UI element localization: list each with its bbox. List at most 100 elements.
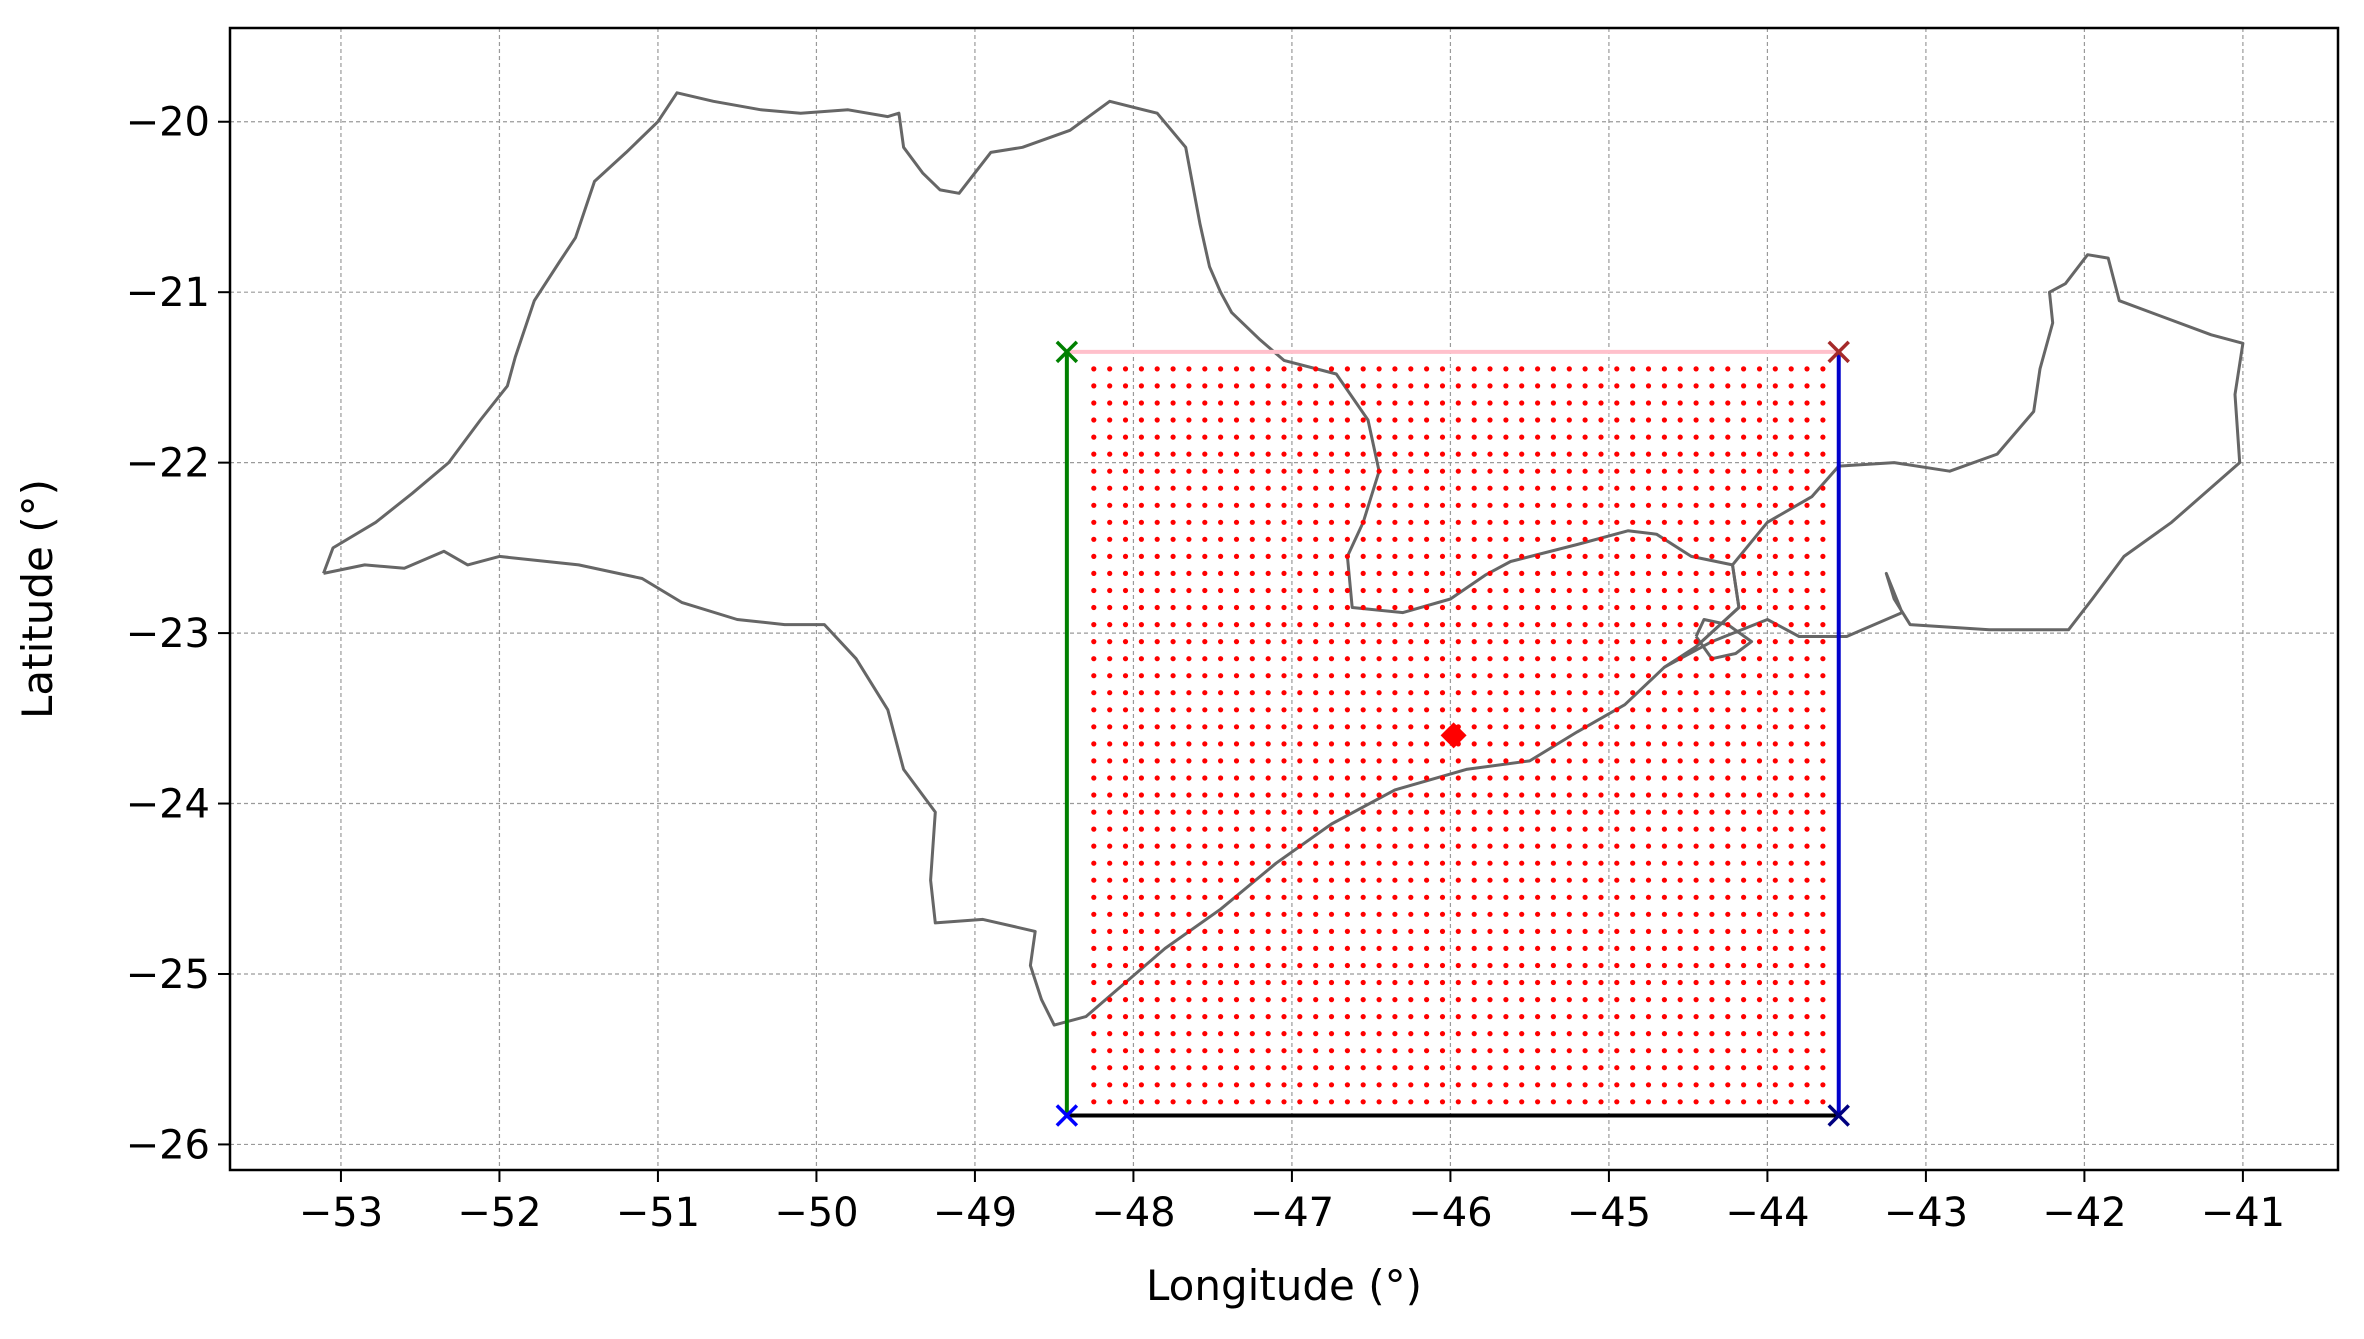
grid-point [1328,468,1335,474]
grid-point [1519,553,1525,560]
grid-point [1154,894,1160,900]
grid-point [1122,366,1129,372]
grid-point [1313,945,1319,952]
grid-point [1281,945,1287,952]
grid-point [1233,400,1240,406]
grid-point [1582,826,1588,832]
grid-point [1424,656,1430,662]
grid-point [1328,945,1335,952]
grid-point [1661,826,1667,832]
grid-point [1122,860,1129,866]
grid-point [1122,979,1129,986]
grid-point [1424,843,1430,849]
grid-point [1360,1014,1366,1020]
grid-point [1535,877,1541,883]
grid-point [1535,656,1541,662]
grid-point [1439,843,1446,849]
grid-point [1677,434,1683,440]
grid-point [1154,775,1160,781]
grid-point [1772,468,1778,474]
grid-point [1408,945,1414,952]
grid-point [1170,792,1176,798]
grid-point [1709,400,1715,406]
grid-point [1550,979,1556,986]
grid-point [1772,604,1778,611]
grid-point [1709,383,1715,389]
grid-point [1741,656,1747,662]
grid-point [1408,724,1414,730]
grid-point [1313,519,1319,525]
grid-point [1122,741,1129,747]
grid-point [1376,400,1382,406]
grid-point [1313,570,1319,577]
grid-point [1439,1031,1446,1037]
grid-point [1186,656,1192,662]
grid-point [1186,383,1192,389]
grid-point [1170,502,1176,508]
grid-point [1297,485,1303,491]
grid-point [1614,707,1620,713]
grid-point [1265,604,1271,611]
grid-point [1756,502,1763,508]
grid-point [1265,553,1271,560]
grid-point [1535,1014,1541,1020]
grid-point [1344,656,1350,662]
grid-point [1424,570,1430,577]
grid-point [1218,553,1224,560]
grid-point [1249,962,1255,969]
grid-point [1218,911,1224,917]
grid-point [1424,519,1430,525]
boundary-outline [1662,253,2245,669]
grid-point [1233,877,1240,883]
grid-point [1693,826,1699,832]
grid-point [1218,1031,1224,1037]
grid-point [1820,894,1826,900]
grid-point [1297,1031,1303,1037]
grid-point [1566,860,1572,866]
grid-point [1566,690,1572,696]
grid-point [1281,1065,1287,1071]
grid-point [1265,1082,1271,1088]
grid-point [1138,843,1144,849]
grid-point [1614,536,1620,542]
grid-point [1535,860,1541,866]
grid-point [1265,570,1271,577]
grid-point [1598,860,1604,866]
grid-point [1455,417,1461,423]
grid-point [1233,536,1240,542]
grid-point [1392,519,1398,525]
grid-point [1091,928,1097,935]
grid-point [1519,587,1525,594]
grid-point [1725,758,1731,764]
grid-point [1297,724,1303,730]
grid-point [1107,570,1113,577]
grid-point [1550,997,1556,1003]
grid-point [1677,553,1683,560]
grid-point [1630,911,1636,917]
grid-point [1233,673,1240,679]
grid-point [1725,656,1731,662]
grid-point [1107,622,1113,628]
grid-point [1265,690,1271,696]
grid-point [1566,536,1572,542]
grid-point [1107,707,1113,713]
grid-point [1772,417,1778,423]
grid-point [1820,536,1826,542]
grid-point [1693,690,1699,696]
grid-point [1598,911,1604,917]
grid-point [1630,656,1636,662]
grid-point [1582,911,1588,917]
grid-point [1709,673,1715,679]
grid-point [1249,775,1255,781]
grid-point [1233,604,1240,611]
grid-point [1249,843,1255,849]
grid-point [1772,1082,1778,1088]
grid-point [1249,792,1255,798]
grid-point [1804,928,1810,935]
grid-point [1376,877,1382,883]
grid-point [1439,928,1446,935]
grid-point [1582,553,1588,560]
grid-point [1138,434,1144,440]
grid-point [1582,724,1588,730]
grid-point [1170,622,1176,628]
